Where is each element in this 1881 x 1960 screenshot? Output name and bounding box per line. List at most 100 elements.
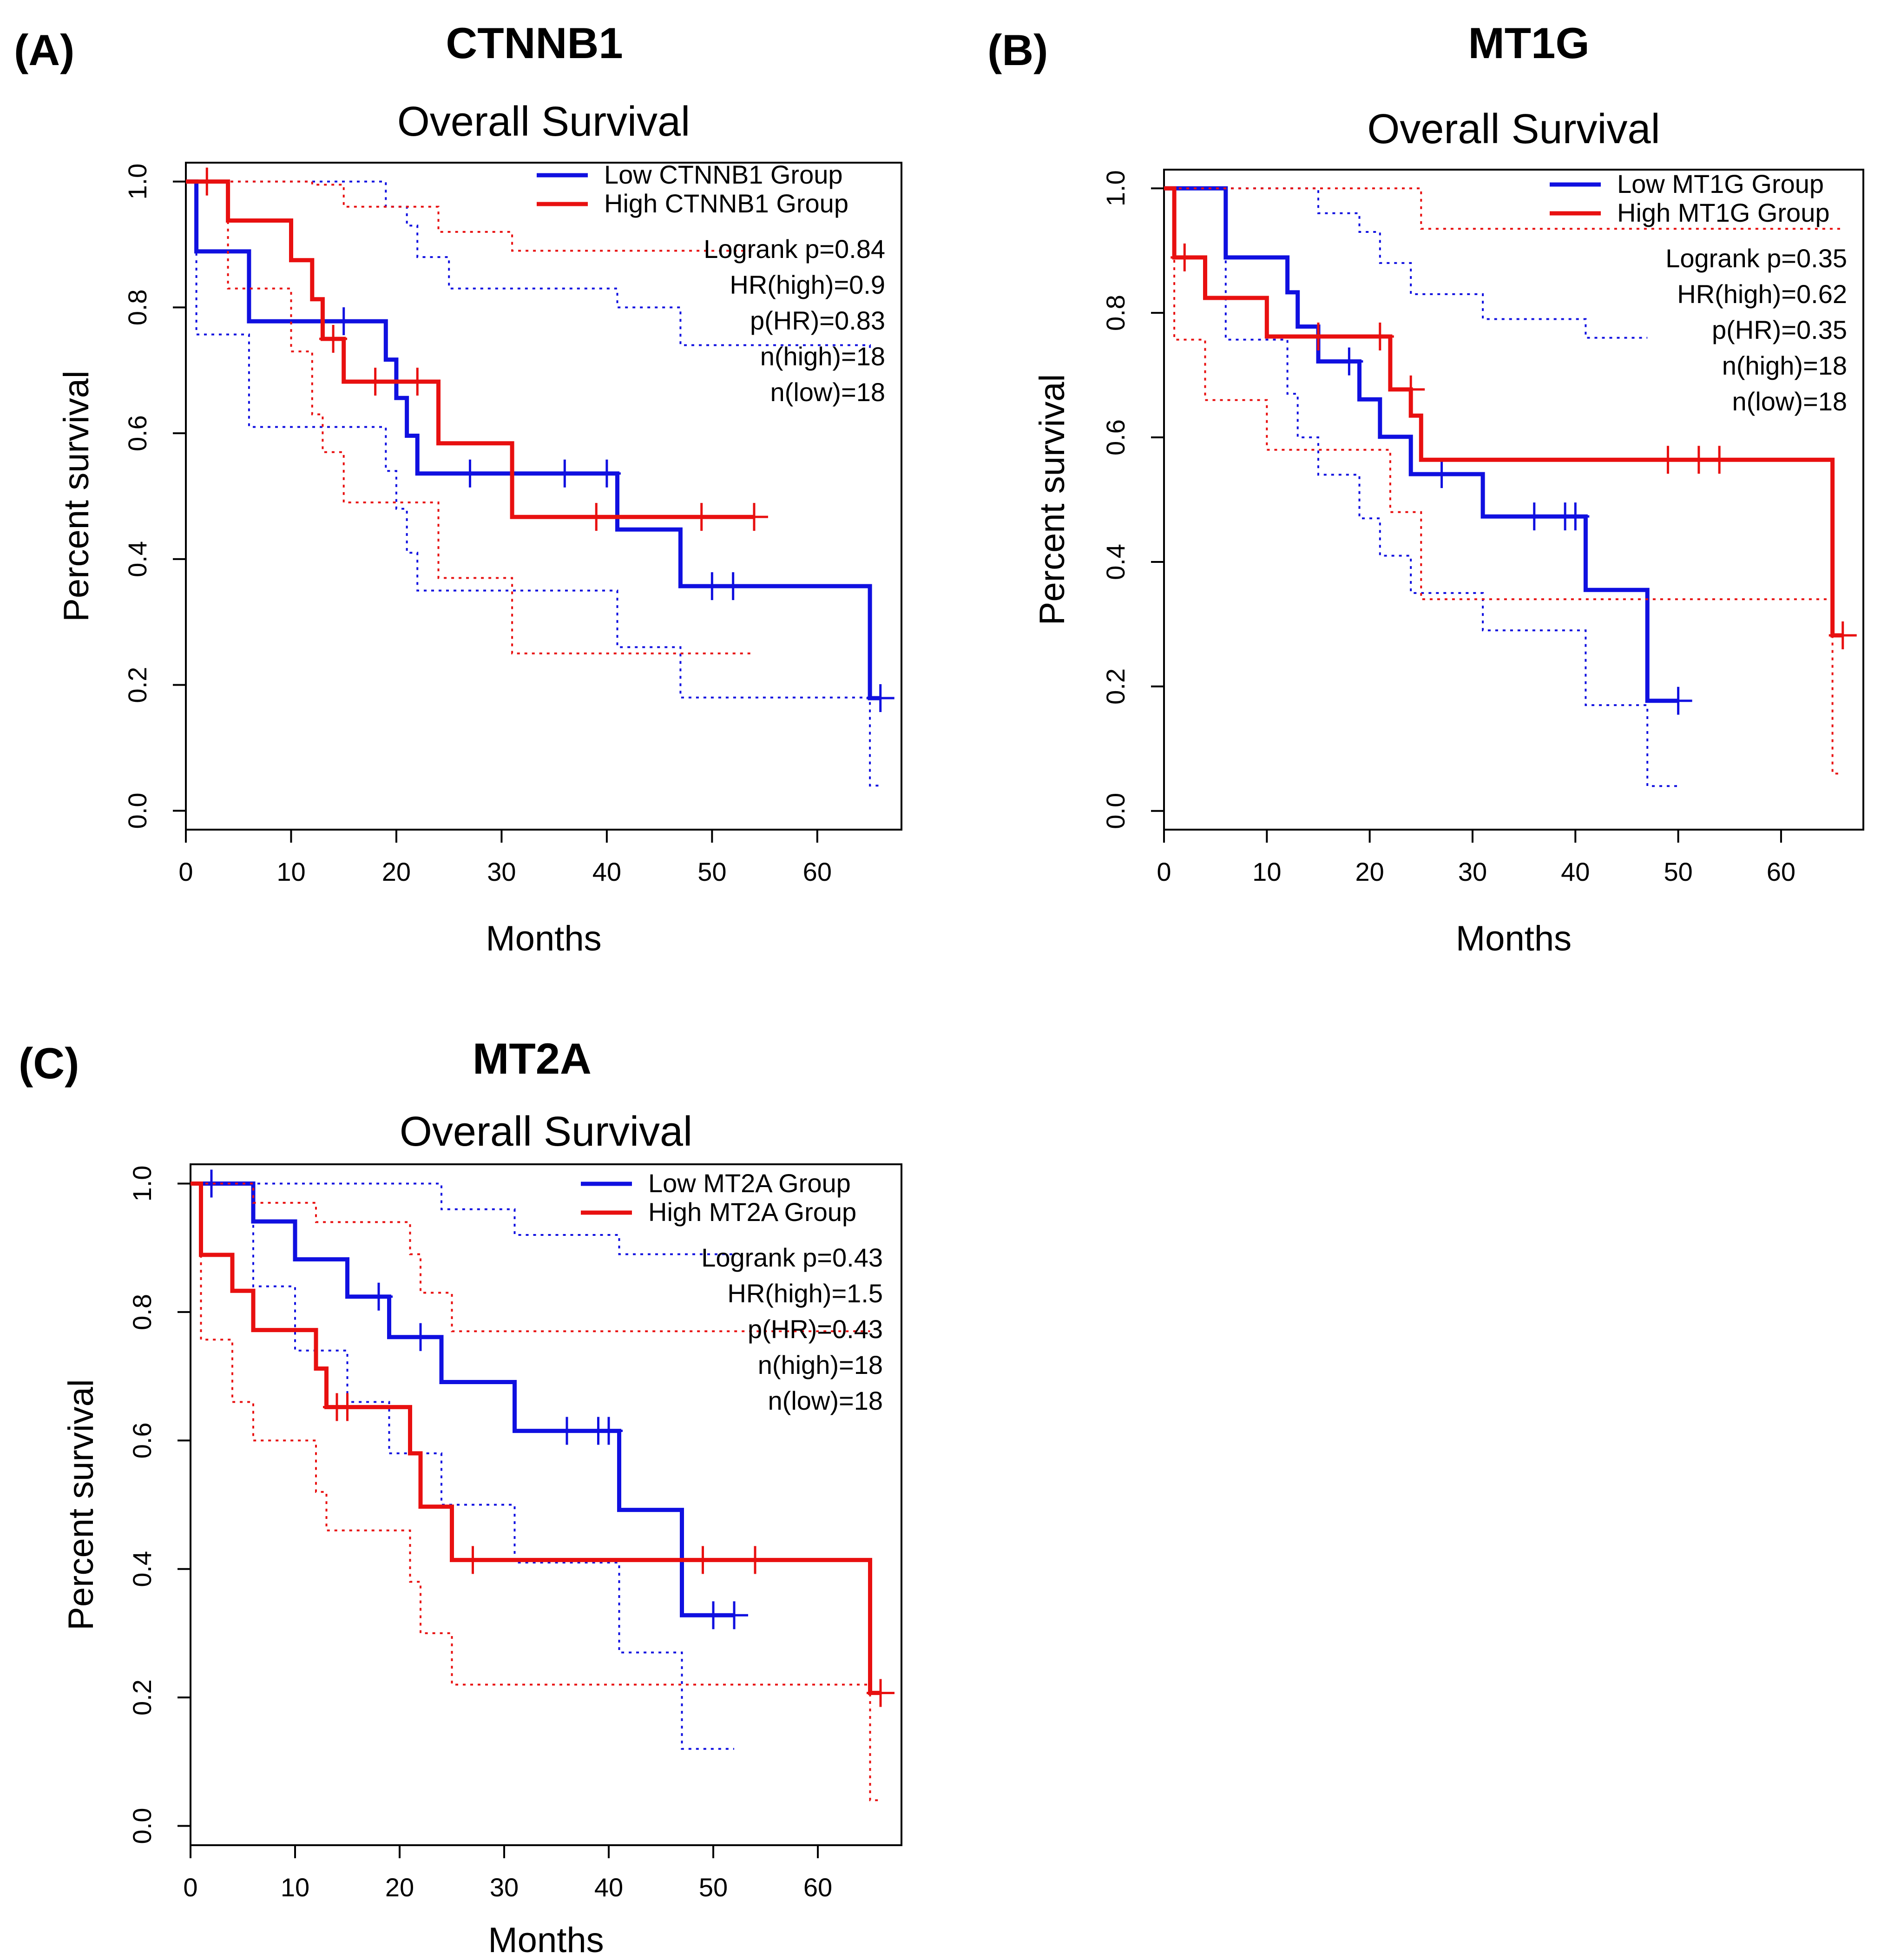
legend-entry: Low CTNNB1 Group [604, 160, 843, 189]
legend-entry: High MT2A Group [648, 1197, 856, 1227]
y-tick-label: 0.4 [1101, 544, 1130, 580]
y-tick-label: 1.0 [1101, 170, 1130, 206]
y-tick-label: 0.6 [1101, 419, 1130, 455]
y-tick-label: 0.0 [1101, 793, 1130, 829]
stat-line: n(high)=18 [758, 1350, 883, 1379]
stat-line: HR(high)=1.5 [727, 1279, 883, 1308]
x-tick-label: 40 [592, 857, 621, 886]
x-tick-label: 40 [1561, 857, 1590, 886]
stat-line: p(HR)=0.83 [750, 306, 885, 335]
panel-label: (A) [14, 26, 75, 74]
survival-curve [1164, 186, 1678, 703]
x-tick-label: 30 [1458, 857, 1487, 886]
y-axis-title: Percent survival [1033, 374, 1072, 626]
ci-upper-line [1164, 187, 1843, 230]
x-axis-title: Months [488, 1920, 604, 1960]
stat-line: Logrank p=0.84 [704, 234, 885, 264]
survival-curve [186, 179, 881, 700]
plot-title: Overall Survival [1367, 106, 1660, 152]
y-tick-label: 0.8 [1101, 295, 1130, 331]
stat-line: n(high)=18 [1722, 351, 1847, 380]
series-high-risk [1164, 186, 1857, 775]
stat-line: p(HR)=0.43 [748, 1314, 883, 1344]
x-tick-label: 0 [183, 1873, 197, 1902]
y-tick-label: 0.2 [123, 667, 152, 703]
ci-lower-line [1164, 187, 1678, 787]
ci-lower-line [191, 1182, 734, 1750]
series-low-risk [1164, 186, 1692, 787]
y-tick-label: 0.2 [1101, 668, 1130, 705]
gene-title: CTNNB1 [446, 19, 623, 67]
y-axis-title: Percent survival [57, 370, 96, 622]
survival-curve [191, 1181, 881, 1695]
stat-line: Logrank p=0.43 [701, 1243, 883, 1272]
y-tick-label: 0.2 [127, 1679, 157, 1716]
y-axis-title: Percent survival [61, 1379, 101, 1630]
x-tick-label: 10 [276, 857, 305, 886]
plot-frame [190, 1163, 902, 1846]
y-tick-label: 0.0 [123, 792, 152, 829]
legend-entry: Low MT2A Group [648, 1168, 851, 1198]
panel-label: (C) [19, 1039, 79, 1088]
plot-title: Overall Survival [400, 1109, 692, 1155]
x-tick-label: 30 [490, 1873, 519, 1902]
km-panel-mt2a: (C) MT2A Overall Survival 0 10 20 30 40 50 60 0.0 0… [19, 1034, 902, 1960]
series-high-risk [186, 167, 768, 654]
plot-frame [1163, 169, 1864, 831]
x-tick-label: 10 [281, 1873, 309, 1902]
gene-title: MT2A [473, 1034, 592, 1083]
survival-curve [191, 1181, 734, 1617]
y-tick-label: 0.6 [127, 1422, 157, 1458]
y-tick-label: 0.8 [127, 1294, 157, 1330]
legend-entry: High CTNNB1 Group [604, 189, 848, 218]
gene-title: MT1G [1468, 19, 1589, 67]
stat-line: n(high)=18 [760, 342, 885, 371]
y-tick-label: 0.6 [123, 415, 152, 451]
y-tick-label: 0.4 [127, 1551, 157, 1587]
plot-frame [185, 162, 902, 831]
ci-lower-line [1164, 187, 1843, 775]
x-tick-label: 10 [1252, 857, 1281, 886]
km-panel-ctnnb1: (A) CTNNB1 Overall Survival 0 10 20 30 40 50 60 0.… [14, 19, 902, 958]
x-tick-label: 50 [1664, 857, 1692, 886]
stat-line: n(low)=18 [1732, 387, 1847, 416]
stat-line: n(low)=18 [770, 377, 885, 407]
x-tick-label: 50 [697, 857, 726, 886]
stat-line: HR(high)=0.62 [1677, 279, 1847, 309]
y-tick-label: 0.8 [123, 289, 152, 325]
x-tick-label: 30 [487, 857, 516, 886]
series-low-risk [191, 1169, 748, 1750]
km-panel-mt1g: (B) MT1G Overall Survival 0 10 20 30 40 50 60 0.0 0… [987, 19, 1864, 958]
stat-line: Logrank p=0.35 [1665, 244, 1847, 273]
ci-lower-line [186, 180, 754, 654]
x-axis-title: Months [486, 919, 601, 958]
x-tick-label: 20 [1355, 857, 1384, 886]
y-tick-label: 0.0 [127, 1808, 157, 1844]
x-tick-label: 40 [594, 1873, 623, 1902]
x-tick-label: 60 [1767, 857, 1796, 886]
y-tick-label: 1.0 [123, 164, 152, 200]
ci-upper-line [1164, 187, 1648, 339]
y-tick-label: 0.4 [123, 541, 152, 577]
y-tick-label: 1.0 [127, 1166, 157, 1202]
x-tick-label: 20 [382, 857, 411, 886]
legend-entry: Low MT1G Group [1617, 169, 1824, 198]
ci-lower-line [191, 1182, 881, 1802]
survival-curve [186, 179, 754, 519]
stat-line: HR(high)=0.9 [730, 270, 885, 299]
x-tick-label: 0 [1157, 857, 1171, 886]
legend-entry: High MT1G Group [1617, 198, 1830, 227]
x-tick-label: 0 [178, 857, 193, 886]
x-tick-label: 50 [699, 1873, 728, 1902]
x-tick-label: 20 [385, 1873, 414, 1902]
stat-line: n(low)=18 [768, 1386, 883, 1415]
plot-title: Overall Survival [397, 99, 690, 145]
x-tick-label: 60 [803, 1873, 832, 1902]
ci-upper-line [186, 180, 754, 252]
ci-lower-line [186, 180, 881, 787]
series-high-risk [191, 1181, 894, 1802]
x-axis-title: Months [1456, 919, 1572, 958]
x-tick-label: 60 [803, 857, 832, 886]
stat-line: p(HR)=0.35 [1712, 315, 1847, 344]
